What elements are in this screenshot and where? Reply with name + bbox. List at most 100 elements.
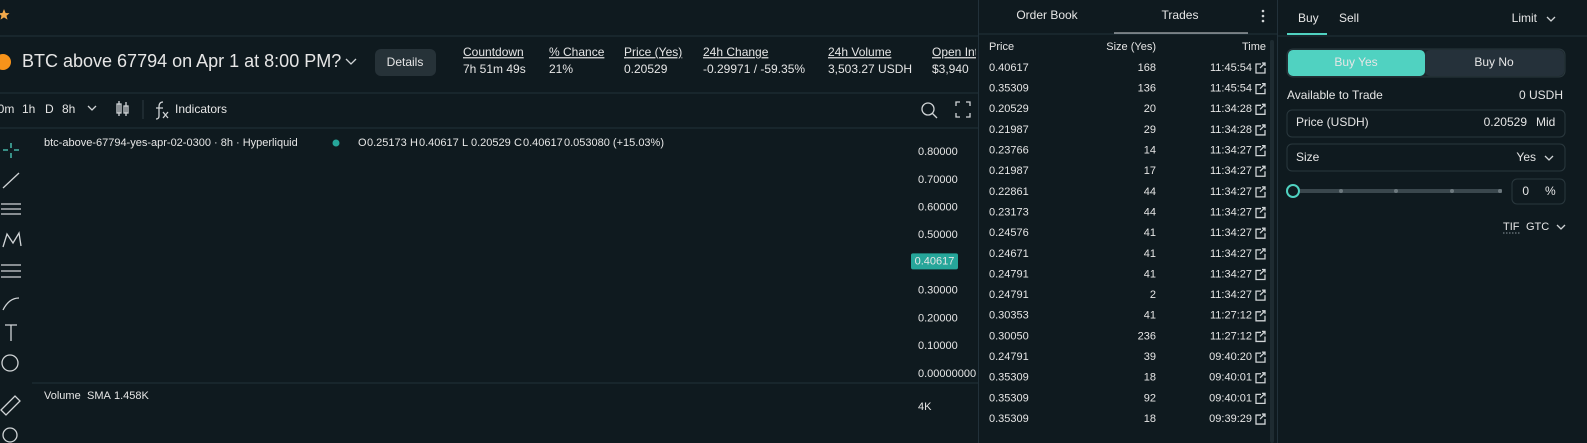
trade-link-icon[interactable] [1255, 144, 1266, 157]
tab[interactable]: Order Book [1016, 8, 1078, 22]
ohlc-label: O [358, 137, 367, 149]
indicators-label[interactable]: Indicators [175, 102, 227, 116]
favorite-icon[interactable] [0, 9, 10, 20]
trade-link-icon[interactable] [1255, 124, 1266, 136]
percent-value[interactable]: 0 [1522, 184, 1529, 198]
interval[interactable]: 8h [62, 102, 75, 116]
y-tick-label: 0.20000 [918, 312, 958, 324]
y-tick-label: 0.00000000 [918, 368, 976, 380]
trade-time: 11:34:27 [1210, 145, 1252, 157]
trade-link-icon[interactable] [1255, 165, 1266, 177]
trade-link-icon[interactable] [1255, 413, 1266, 425]
trade-price: 0.30050 [989, 330, 1029, 342]
stats: Countdown 7h 51m 49s % Chance 21% Price (Yes… [463, 45, 976, 76]
column-header: Price [989, 41, 1014, 53]
trade-time: 11:45:54 [1210, 62, 1252, 74]
trade-link-icon[interactable] [1255, 83, 1266, 95]
trade-link-icon[interactable] [1255, 392, 1266, 405]
legend-status-dot [332, 139, 340, 147]
column-header: Size (Yes) [1106, 41, 1156, 53]
buy-yes-button[interactable] [1288, 50, 1425, 76]
trade-time: 09:40:01 [1209, 392, 1252, 404]
stat-value: 0.20529 [624, 62, 668, 76]
trade-link-icon[interactable] [1255, 186, 1266, 198]
buy-no-label[interactable]: Buy No [1474, 55, 1514, 69]
interval-chevron[interactable] [87, 105, 97, 111]
trade-link-icon[interactable] [1255, 351, 1266, 363]
tif-value[interactable]: GTC [1526, 221, 1549, 233]
buy-no-button[interactable] [1425, 50, 1564, 76]
buy-yes-label[interactable]: Buy Yes [1334, 55, 1377, 69]
candle-type-icon[interactable] [116, 101, 129, 116]
interval[interactable]: D [45, 102, 54, 116]
price-value[interactable]: 0.20529 [1484, 115, 1528, 129]
ohlc-value: 0.25173 [367, 137, 407, 149]
y-tick-label: 0.80000 [918, 146, 958, 158]
trade-price: 0.24791 [989, 351, 1029, 363]
sell-tab[interactable]: Sell [1339, 11, 1359, 25]
y-tick-label: 0.60000 [918, 202, 958, 214]
y-tick-label: 0.30000 [918, 285, 958, 297]
chart-legend: btc-above-67794-yes-apr-02-0300 · 8h · H… [44, 137, 298, 149]
coin-icon [0, 54, 11, 70]
indicators-icon[interactable] [155, 101, 169, 120]
trade-time: 11:34:27 [1210, 206, 1252, 218]
trade-size: 41 [1144, 268, 1156, 280]
mid-button[interactable]: Mid [1536, 115, 1555, 129]
market-title: BTC above 67794 on Apr 1 at 8:00 PM? [22, 51, 341, 71]
trade-link-icon[interactable] [1255, 372, 1266, 384]
trade-price: 0.24791 [989, 268, 1029, 280]
size-input[interactable] [1286, 143, 1566, 172]
size-chevron[interactable] [1544, 155, 1554, 161]
trade-price: 0.21987 [989, 124, 1029, 136]
stat-label: Countdown [463, 45, 524, 59]
trade-size: 20 [1144, 103, 1156, 115]
trade-time: 11:34:27 [1210, 289, 1252, 301]
stat-value: $3,940 [932, 62, 969, 76]
trade-size: 41 [1144, 310, 1156, 322]
interval[interactable]: 1h [22, 102, 35, 116]
more-icon[interactable] [1261, 9, 1265, 23]
trade-link-icon[interactable] [1255, 227, 1266, 239]
trade-time: 11:34:27 [1210, 227, 1252, 239]
market-chevron[interactable] [345, 58, 357, 65]
order-type-chevron[interactable] [1546, 16, 1556, 22]
screenshot-icon[interactable] [921, 102, 938, 119]
trade-price: 0.24791 [989, 289, 1029, 301]
trade-link-icon[interactable] [1255, 248, 1266, 260]
interval[interactable]: 30m [0, 102, 14, 116]
y-tick-label: 0.70000 [918, 174, 958, 186]
trade-price: 0.35309 [989, 392, 1029, 404]
tab[interactable]: Trades [1162, 8, 1199, 22]
price-input[interactable] [1286, 109, 1566, 138]
slider-handle[interactable] [1286, 184, 1300, 198]
trade-link-icon[interactable] [1255, 310, 1266, 322]
drawing-tools[interactable] [0, 143, 22, 443]
trade-size: 41 [1144, 227, 1156, 239]
tif-chevron[interactable] [1556, 224, 1566, 230]
price-tag [911, 253, 958, 270]
trade-price: 0.40617 [989, 62, 1029, 74]
size-unit[interactable]: Yes [1516, 150, 1536, 164]
trade-time: 11:34:28 [1210, 103, 1252, 115]
trade-link-icon[interactable] [1255, 206, 1266, 219]
stat-value: 7h 51m 49s [463, 62, 526, 76]
details-label[interactable]: Details [387, 55, 424, 69]
trade-link-icon[interactable] [1255, 289, 1266, 301]
trade-price: 0.24576 [989, 227, 1029, 239]
trade-link-icon[interactable] [1255, 103, 1266, 115]
trade-link-icon[interactable] [1255, 62, 1266, 74]
fullscreen-icon[interactable] [955, 101, 971, 118]
buy-tab[interactable]: Buy [1298, 11, 1319, 25]
trade-link-icon[interactable] [1255, 268, 1266, 281]
ohlc-change: 0.053080 (+15.03%) [564, 137, 664, 149]
order-type[interactable]: Limit [1512, 11, 1538, 25]
trade-link-icon[interactable] [1255, 330, 1266, 343]
percent-input[interactable] [1511, 178, 1566, 205]
scrollbar[interactable] [1270, 40, 1274, 443]
trade-time: 09:39:29 [1209, 413, 1252, 425]
trade-size: 18 [1144, 413, 1156, 425]
trade-price: 0.22861 [989, 186, 1029, 198]
details-button[interactable] [375, 49, 436, 76]
